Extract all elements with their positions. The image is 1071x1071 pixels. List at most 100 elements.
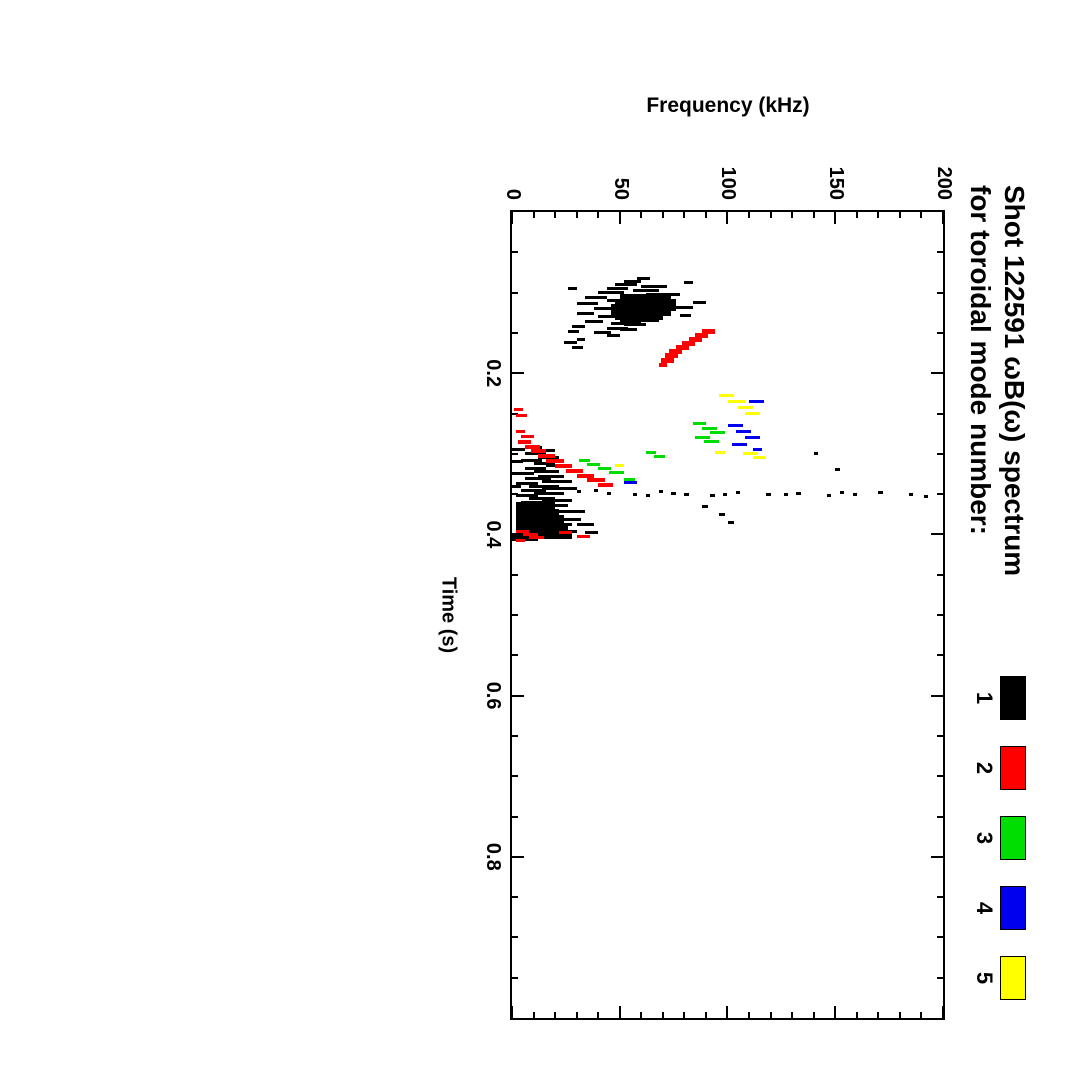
data-mark: [727, 520, 734, 524]
data-mark: [576, 337, 586, 341]
data-mark: [796, 491, 801, 495]
axis-tick: [920, 1012, 923, 1018]
legend-label: 3: [972, 831, 997, 845]
data-mark: [587, 462, 601, 466]
axis-tick: [554, 1012, 557, 1018]
data-mark: [839, 490, 844, 494]
axis-tick: [512, 291, 518, 294]
data-mark: [606, 491, 612, 495]
data-mark: [568, 510, 586, 514]
axis-tick: [937, 654, 943, 657]
data-mark: [524, 444, 541, 449]
data-mark: [531, 449, 547, 454]
data-mark: [520, 434, 534, 438]
data-mark: [658, 490, 663, 494]
data-mark: [576, 534, 590, 538]
axis-tick: [618, 1006, 621, 1018]
axis-tick: [597, 212, 600, 218]
data-mark: [546, 459, 564, 464]
axis-tick: [511, 212, 513, 224]
axis-tick: [877, 212, 880, 218]
data-mark: [671, 491, 676, 495]
axis-tick: [618, 212, 621, 224]
x-axis-label: Time (s): [437, 576, 460, 654]
axis-tick: [791, 212, 794, 218]
data-mark: [852, 492, 857, 496]
axis-tick: [937, 452, 943, 455]
axis-tick: [931, 694, 943, 697]
y-tick-label: 150: [825, 166, 848, 200]
data-mark: [615, 464, 625, 468]
axis-tick: [512, 452, 518, 455]
y-tick-label: 0: [502, 188, 524, 200]
axis-tick: [575, 1012, 578, 1018]
axis-tick: [704, 1012, 707, 1018]
legend-swatch: [1000, 816, 1026, 860]
axis-tick: [532, 1012, 535, 1018]
axis-tick: [898, 212, 901, 218]
axis-tick: [937, 573, 943, 576]
legend-swatch: [1000, 956, 1026, 1000]
data-mark: [568, 329, 579, 333]
axis-tick: [931, 372, 943, 375]
axis-tick: [575, 212, 578, 218]
axis-tick: [661, 1012, 664, 1018]
axis-tick: [704, 212, 707, 218]
data-mark: [585, 320, 603, 324]
axis-tick: [834, 212, 837, 224]
data-mark: [727, 399, 745, 403]
axis-tick: [942, 212, 944, 224]
data-mark: [684, 281, 694, 285]
x-tick-label: 0.2: [482, 359, 504, 388]
axis-tick: [937, 815, 943, 818]
data-mark: [660, 357, 674, 363]
y-tick-label: 50: [609, 177, 632, 200]
data-mark: [710, 431, 726, 435]
axis-tick: [937, 493, 943, 496]
legend-item: 5: [971, 955, 1026, 1001]
data-mark: [714, 450, 726, 454]
data-mark: [512, 448, 525, 452]
axis-tick: [683, 1012, 686, 1018]
x-tick-label: 0.6: [482, 681, 504, 710]
data-mark: [645, 450, 657, 454]
axis-tick: [726, 212, 729, 224]
data-mark: [576, 490, 581, 494]
data-mark: [533, 491, 564, 495]
data-mark: [606, 333, 620, 337]
axis-tick: [937, 412, 943, 415]
legend-swatch: [1000, 746, 1026, 790]
plot-area: [510, 210, 945, 1020]
data-mark: [727, 424, 743, 428]
data-mark: [680, 313, 691, 317]
data-mark: [512, 472, 528, 476]
axis-tick: [855, 212, 858, 218]
data-mark: [766, 493, 771, 497]
data-mark: [514, 407, 523, 411]
data-mark: [624, 480, 637, 484]
data-mark: [744, 412, 760, 415]
axis-tick: [937, 775, 943, 778]
axis-tick: [920, 212, 923, 218]
data-mark: [826, 494, 831, 498]
data-mark: [615, 283, 637, 287]
data-mark: [576, 312, 594, 316]
axis-tick: [512, 573, 518, 576]
data-mark: [533, 470, 560, 474]
axis-tick: [877, 1012, 880, 1018]
axis-tick: [554, 212, 557, 218]
data-mark: [563, 341, 577, 345]
legend-label: 2: [972, 761, 997, 775]
axis-tick: [898, 1012, 901, 1018]
y-tick-label: 100: [717, 166, 740, 200]
axis-tick: [512, 372, 524, 375]
data-mark: [731, 442, 747, 446]
data-mark: [744, 436, 760, 440]
axis-tick: [748, 1012, 751, 1018]
data-mark: [693, 421, 706, 425]
y-tick-label: 200: [933, 166, 955, 200]
data-mark: [576, 302, 599, 306]
axis-tick: [512, 815, 518, 818]
axis-tick: [937, 251, 943, 254]
axis-tick: [748, 212, 751, 218]
